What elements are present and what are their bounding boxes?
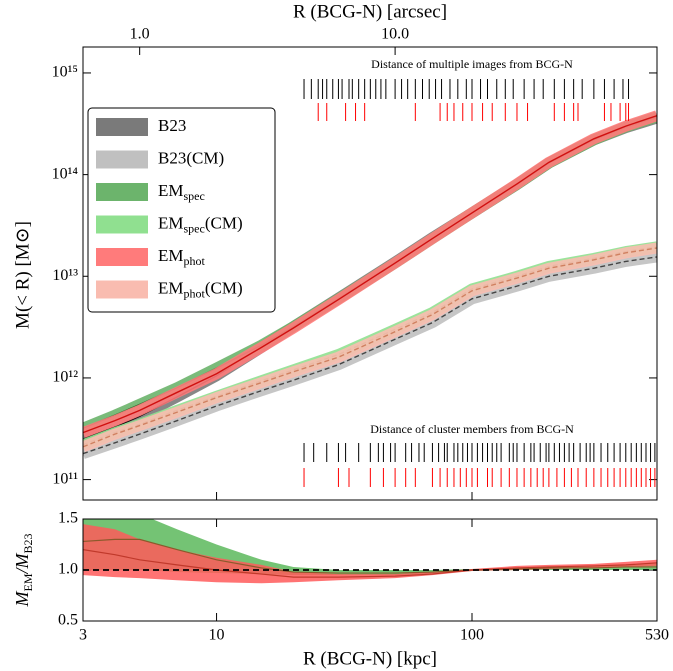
legend-label: EMphot(CM) — [158, 278, 243, 300]
y-tick-label: 10¹⁴ — [52, 165, 79, 182]
legend-label: EMphot — [158, 246, 206, 268]
legend-label: EMspec — [158, 181, 205, 203]
top-tick-label: 1.0 — [130, 26, 150, 43]
legend-name: B23(CM) — [158, 148, 224, 167]
ratio-label-main: /M — [12, 553, 32, 575]
top-tick-label: 10.0 — [381, 26, 409, 43]
legend-suffix: (CM) — [205, 278, 243, 297]
rug-title: Distance of cluster members from BCG-N — [370, 422, 574, 436]
legend-label: B23 — [158, 116, 186, 135]
ratio-y-tick-label: 1.5 — [58, 510, 78, 527]
legend-sub: spec — [184, 221, 205, 235]
ratio-panel: 0.5 1.0 1.5 3 10 100 530 — [58, 492, 669, 644]
ratio-line — [83, 549, 657, 578]
y-axis-label: M(< R) [M⊙] — [12, 221, 33, 329]
ratio-data — [83, 519, 657, 584]
legend-name: EM — [158, 181, 184, 200]
x-axis-label: R (BCG-N) [kpc] — [303, 648, 437, 669]
legend-name: EM — [158, 213, 184, 232]
y-tick-label: 10¹⁵ — [52, 64, 78, 81]
legend-sub: phot — [184, 254, 206, 268]
top-axis-label: R (BCG-N) [arcsec] — [293, 1, 447, 22]
series-line — [83, 247, 657, 448]
x-tick-label: 100 — [460, 627, 484, 644]
legend-swatch — [96, 118, 148, 136]
ratio-line — [83, 538, 657, 574]
legend-sub: phot — [184, 286, 206, 300]
legend-name: B23 — [158, 116, 186, 135]
legend-label: B23(CM) — [158, 148, 224, 167]
ratio-label-sub: EM — [21, 573, 35, 591]
legend-swatch — [96, 215, 148, 234]
legend-swatch — [96, 150, 148, 169]
legend-suffix: (CM) — [205, 213, 243, 232]
main-data — [83, 79, 657, 487]
series-line — [83, 256, 657, 455]
ratio-y-tick-label: 1.0 — [58, 561, 78, 578]
y-tick-label: 10¹² — [52, 369, 78, 386]
ratio-y-tick-label: 0.5 — [58, 612, 78, 629]
ratio-frame — [82, 518, 658, 622]
legend-swatch — [96, 280, 148, 299]
ratio-label-sub: B23 — [21, 533, 35, 553]
legend-label: EMspec(CM) — [158, 213, 243, 235]
legend-name: EM — [158, 278, 184, 297]
main-frame — [82, 46, 658, 501]
x-tick-label: 530 — [645, 627, 669, 644]
series-line — [83, 115, 657, 434]
rug-title: Distance of multiple images from BCG-N — [371, 57, 573, 71]
legend-swatch — [96, 248, 148, 266]
x-tick-label: 3 — [79, 627, 87, 644]
y-tick-label: 10¹¹ — [52, 470, 78, 487]
x-tick-label: 10 — [209, 627, 225, 644]
legend: B23B23(CM)EMspecEMspec(CM)EMphotEMphot(C… — [87, 107, 276, 313]
main-panel: 10¹¹ 10¹² 10¹³ 10¹⁴ 10¹⁵ 1.0 10.0 Distance of m… — [52, 26, 657, 487]
ratio-axis-label: MEM/MB23 — [12, 533, 35, 607]
y-tick-label: 10¹³ — [52, 267, 78, 284]
legend-swatch — [96, 183, 148, 201]
legend-sub: spec — [184, 189, 205, 203]
legend-name: EM — [158, 246, 184, 265]
ratio-label-main: M — [12, 591, 32, 608]
